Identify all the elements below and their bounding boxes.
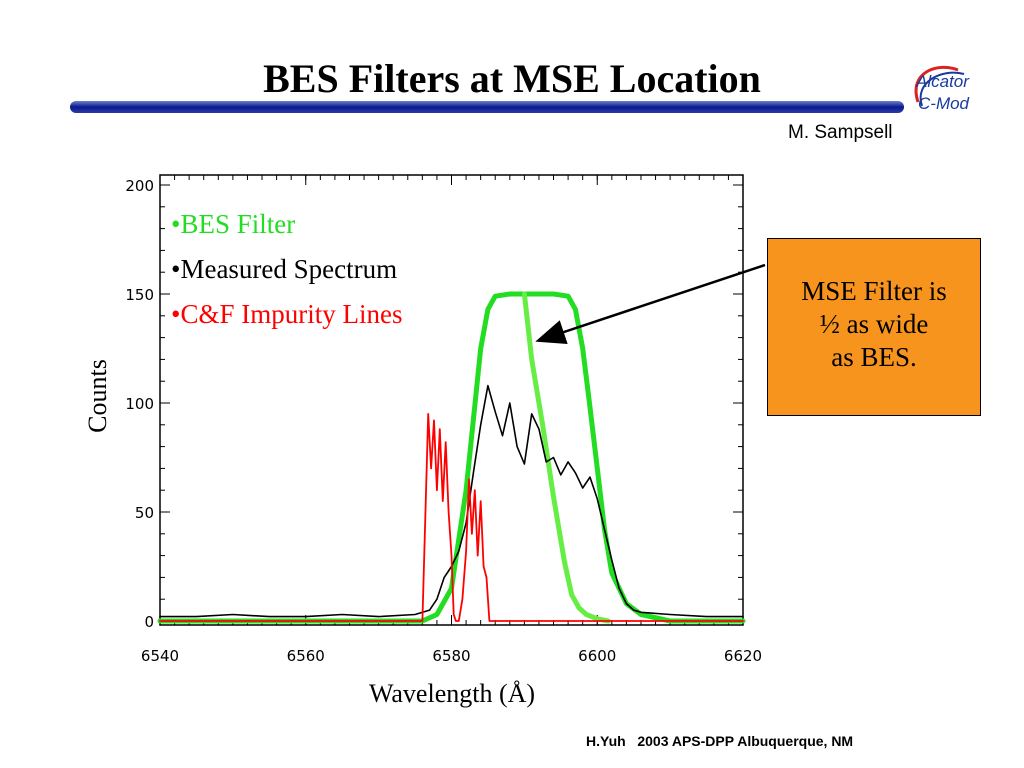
y-tick-label: 150: [125, 286, 154, 304]
x-axis-label: Wavelength (Å): [369, 679, 535, 708]
callout-line1: MSE Filter is: [801, 276, 947, 306]
y-tick-label: 200: [125, 177, 154, 195]
legend-item: •Measured Spectrum: [171, 254, 397, 284]
mse-filter-line: [521, 291, 611, 624]
legend-item: •C&F Impurity Lines: [171, 299, 402, 329]
title-underline-bar: [70, 101, 904, 113]
x-tick-label: 6560: [287, 647, 325, 665]
y-tick-label: 100: [125, 395, 154, 413]
alcator-cmod-logo: Alcator C-Mod: [908, 62, 994, 128]
mse-filter-callout: MSE Filter is ½ as wide as BES.: [767, 238, 981, 416]
logo-line1: Alcator: [916, 72, 969, 91]
impurity-lines-line: [159, 412, 744, 622]
callout-line2: ½ as wide: [819, 309, 929, 339]
y-tick-label: 50: [135, 504, 154, 522]
x-tick-label: 6580: [432, 647, 470, 665]
logo-swoosh-icon: [914, 65, 965, 107]
y-axis-label: Counts: [83, 359, 112, 433]
plot-area: 6540 6560 6580 6600 6620 0 50 100 150 200 •BES Fil…: [125, 174, 766, 665]
measured-spectrum-line: [159, 384, 744, 618]
x-tick-label: 6620: [724, 647, 762, 665]
author-name: M. Sampsell: [788, 122, 893, 143]
callout-line3: as BES.: [831, 342, 917, 372]
slide-title: BES Filters at MSE Location: [263, 56, 761, 101]
y-tick-label: 0: [144, 613, 154, 631]
callout-arrow: [535, 263, 766, 344]
logo-line2: C-Mod: [918, 94, 970, 113]
footer-text: H.Yuh 2003 APS-DPP Albuquerque, NM: [586, 733, 854, 749]
bes-filter-line: [157, 291, 746, 624]
legend-item: •BES Filter: [171, 209, 295, 239]
x-tick-label: 6600: [578, 647, 616, 665]
x-tick-label: 6540: [141, 647, 179, 665]
